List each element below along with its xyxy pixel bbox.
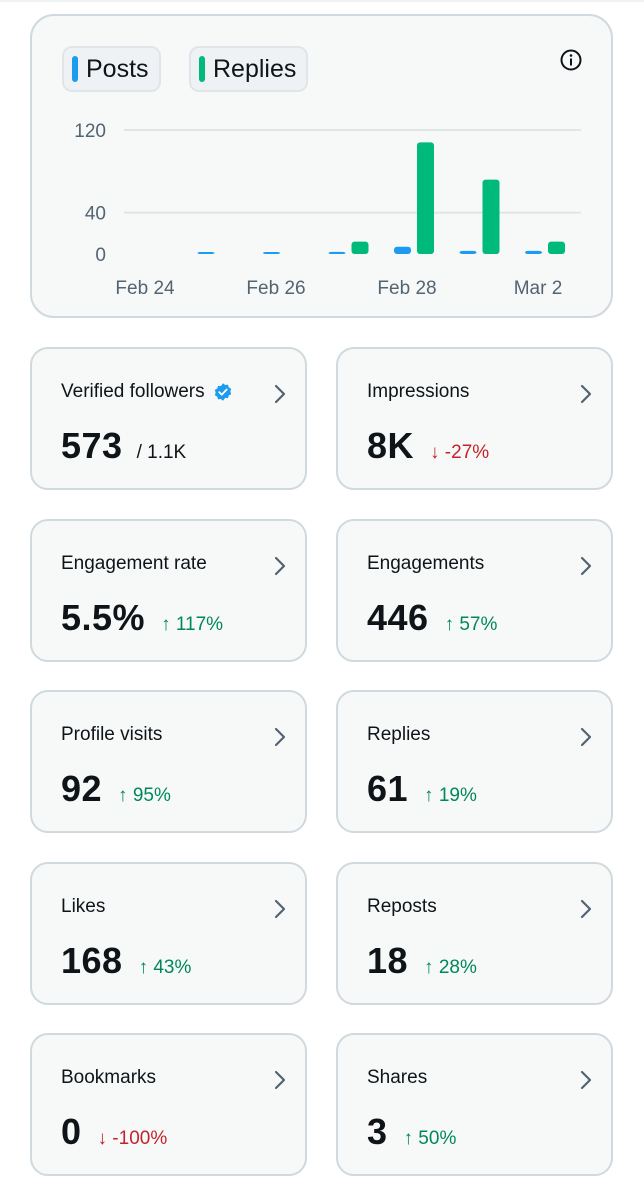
- posts-swatch-icon: [72, 56, 78, 82]
- metric-card-replies[interactable]: Replies 61 ↑ 19%: [336, 690, 613, 833]
- chevron-right-icon[interactable]: [273, 898, 287, 920]
- metric-value: 446: [367, 597, 429, 638]
- chevron-right-icon[interactable]: [579, 726, 593, 748]
- metric-title-text: Bookmarks: [61, 1067, 157, 1088]
- y-tick-label: 120: [74, 121, 106, 142]
- bar-posts-feb-26[interactable]: [263, 252, 280, 254]
- info-icon[interactable]: [559, 48, 583, 72]
- x-tick-label: Feb 26: [246, 278, 305, 299]
- bar-replies-feb-27[interactable]: [351, 241, 369, 254]
- metric-value-row: 168 ↑ 43%: [61, 940, 191, 982]
- metric-card-engagements[interactable]: Engagements 446 ↑ 57%: [336, 519, 613, 662]
- metric-value-row: 92 ↑ 95%: [61, 768, 171, 810]
- bar-posts-mar-2[interactable]: [525, 250, 542, 254]
- metric-title-text: Likes: [61, 896, 106, 917]
- metric-card-profile-visits[interactable]: Profile visits 92 ↑ 95%: [30, 690, 307, 833]
- metric-value-row: 446 ↑ 57%: [367, 597, 497, 639]
- metric-card-likes[interactable]: Likes 168 ↑ 43%: [30, 862, 307, 1005]
- metric-value: 168: [61, 940, 123, 981]
- bar-posts-feb-27[interactable]: [328, 251, 346, 254]
- metric-card-impressions[interactable]: Impressions 8K ↓ -27%: [336, 347, 613, 490]
- chevron-right-icon[interactable]: [579, 898, 593, 920]
- metric-title-shares: Shares: [367, 1067, 427, 1089]
- legend-replies-toggle[interactable]: Replies: [189, 46, 309, 92]
- legend-replies-label: Replies: [213, 54, 297, 83]
- metric-value: 92: [61, 768, 103, 809]
- metric-change: ↑ 50%: [403, 1128, 457, 1149]
- metric-change: ↑ 95%: [118, 785, 171, 806]
- verified-badge-icon: [214, 383, 231, 401]
- chevron-right-icon[interactable]: [579, 383, 593, 405]
- chart-card: 120 40 0 Feb 24 Feb 26 Feb 28 Mar 2 Posts Repl…: [30, 14, 613, 318]
- metric-title-likes: Likes: [61, 896, 105, 918]
- metric-value: 0: [61, 1111, 82, 1152]
- chevron-right-icon[interactable]: [273, 555, 287, 577]
- x-tick-label: Feb 28: [377, 278, 436, 299]
- metric-value-row: 0 ↓ -100%: [61, 1111, 167, 1153]
- metric-value-row: 573 / 1.1K: [61, 425, 186, 467]
- metric-title-impressions: Impressions: [367, 381, 469, 403]
- y-tick-label: 0: [95, 245, 106, 266]
- metric-card-shares[interactable]: Shares 3 ↑ 50%: [336, 1033, 613, 1176]
- metric-title-text: Impressions: [367, 381, 470, 402]
- metric-card-verified-followers[interactable]: Verified followers 573 / 1.1K: [30, 347, 307, 490]
- metric-title-text: Engagement rate: [61, 553, 207, 574]
- metric-card-reposts[interactable]: Reposts 18 ↑ 28%: [336, 862, 613, 1005]
- metric-change: ↑ 19%: [424, 785, 477, 806]
- metric-title-replies: Replies: [367, 724, 430, 746]
- metric-title-engagements: Engagements: [367, 553, 484, 575]
- metric-value-row: 18 ↑ 28%: [367, 940, 477, 982]
- metric-title-bookmarks: Bookmarks: [61, 1067, 156, 1089]
- metric-change: ↑ 43%: [138, 957, 192, 978]
- metric-value-row: 8K ↓ -27%: [367, 425, 489, 467]
- metric-total: / 1.1K: [136, 442, 187, 463]
- metric-title-reposts: Reposts: [367, 896, 437, 918]
- metric-change: ↑ 117%: [161, 614, 224, 635]
- bar-replies-mar-1[interactable]: [482, 179, 500, 254]
- metric-value: 8K: [367, 425, 415, 466]
- metric-title-text: Shares: [367, 1067, 428, 1088]
- chevron-right-icon[interactable]: [579, 555, 593, 577]
- chevron-right-icon[interactable]: [273, 726, 287, 748]
- bar-posts-feb-25[interactable]: [197, 252, 215, 254]
- top-divider: [0, 0, 644, 2]
- metric-value-row: 3 ↑ 50%: [367, 1111, 456, 1153]
- metric-change: ↑ 57%: [444, 614, 498, 635]
- metric-value-row: 61 ↑ 19%: [367, 768, 477, 810]
- bar-replies-mar-2[interactable]: [548, 241, 565, 254]
- metric-title-profile-visits: Profile visits: [61, 724, 162, 746]
- metric-value: 573: [61, 425, 123, 466]
- chevron-right-icon[interactable]: [273, 1069, 287, 1091]
- metric-value: 3: [367, 1111, 388, 1152]
- legend-posts-toggle[interactable]: Posts: [62, 46, 161, 92]
- metric-value-row: 5.5% ↑ 117%: [61, 597, 223, 639]
- metric-change: ↑ 28%: [424, 957, 477, 978]
- x-tick-label: Feb 24: [115, 278, 175, 299]
- bar-posts-mar-1[interactable]: [459, 250, 477, 254]
- metric-value: 5.5%: [61, 597, 146, 638]
- chevron-right-icon[interactable]: [273, 383, 287, 405]
- bar-chart: 120 40 0 Feb 24 Feb 26 Feb 28 Mar 2: [74, 121, 581, 299]
- metric-value: 61: [367, 768, 409, 809]
- metric-value: 18: [367, 940, 409, 981]
- metric-title-text: Reposts: [367, 896, 437, 917]
- metric-change: ↓ -100%: [97, 1128, 168, 1149]
- y-tick-label: 40: [85, 204, 106, 225]
- replies-swatch-icon: [199, 56, 205, 82]
- legend-posts-label: Posts: [86, 54, 149, 83]
- metric-title-text: Replies: [367, 724, 431, 745]
- x-tick-label: Mar 2: [514, 278, 563, 299]
- metric-title-engagement-rate: Engagement rate: [61, 553, 207, 575]
- metric-title-text: Verified followers: [61, 381, 205, 402]
- bar-posts-feb-28[interactable]: [394, 246, 411, 254]
- chevron-right-icon[interactable]: [579, 1069, 593, 1091]
- bar-replies-feb-28[interactable]: [417, 142, 434, 254]
- metric-title-text: Profile visits: [61, 724, 163, 745]
- metric-title-text: Engagements: [367, 553, 485, 574]
- metric-change: ↓ -27%: [430, 442, 490, 463]
- metric-title-verified-followers: Verified followers: [61, 381, 233, 403]
- metric-card-bookmarks[interactable]: Bookmarks 0 ↓ -100%: [30, 1033, 307, 1176]
- metric-card-engagement-rate[interactable]: Engagement rate 5.5% ↑ 117%: [30, 519, 307, 662]
